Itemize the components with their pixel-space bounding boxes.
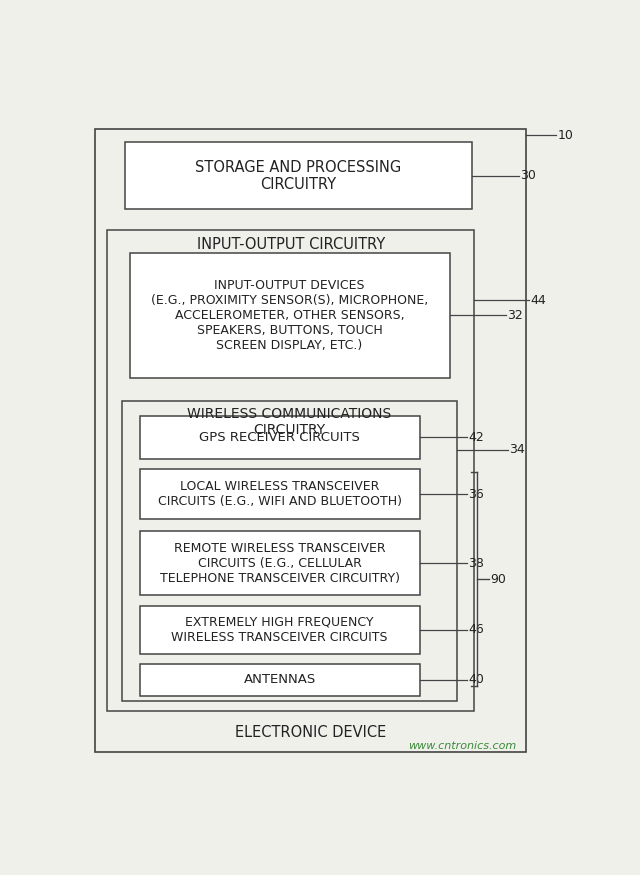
- Text: 40: 40: [468, 673, 484, 686]
- Text: 30: 30: [520, 169, 536, 182]
- Bar: [129, 253, 449, 378]
- Bar: [122, 402, 457, 701]
- Text: ELECTRONIC DEVICE: ELECTRONIC DEVICE: [235, 725, 387, 740]
- Text: 38: 38: [468, 556, 484, 570]
- Text: LOCAL WIRELESS TRANSCEIVER
CIRCUITS (E.G., WIFI AND BLUETOOTH): LOCAL WIRELESS TRANSCEIVER CIRCUITS (E.G…: [157, 480, 402, 508]
- Text: 10: 10: [557, 129, 573, 142]
- Bar: [140, 531, 420, 596]
- Bar: [108, 229, 474, 711]
- Text: INPUT-OUTPUT DEVICES
(E.G., PROXIMITY SENSOR(S), MICROPHONE,
ACCELEROMETER, OTHE: INPUT-OUTPUT DEVICES (E.G., PROXIMITY SE…: [151, 279, 428, 352]
- Text: EXTREMELY HIGH FREQUENCY
WIRELESS TRANSCEIVER CIRCUITS: EXTREMELY HIGH FREQUENCY WIRELESS TRANSC…: [172, 616, 388, 644]
- Text: STORAGE AND PROCESSING
CIRCUITRY: STORAGE AND PROCESSING CIRCUITRY: [195, 159, 401, 192]
- Bar: [140, 663, 420, 696]
- Text: 46: 46: [468, 623, 484, 636]
- Bar: [140, 606, 420, 654]
- Text: 42: 42: [468, 430, 484, 444]
- Text: 44: 44: [531, 294, 546, 307]
- Text: 32: 32: [507, 309, 523, 322]
- Text: 34: 34: [509, 444, 525, 457]
- Bar: [140, 416, 420, 459]
- Text: 90: 90: [491, 573, 507, 586]
- Text: ANTENNAS: ANTENNAS: [243, 673, 316, 686]
- Bar: [95, 129, 526, 752]
- Bar: [125, 142, 472, 209]
- Text: www.cntronics.com: www.cntronics.com: [408, 741, 516, 752]
- Bar: [140, 469, 420, 520]
- Text: INPUT-OUTPUT CIRCUITRY: INPUT-OUTPUT CIRCUITRY: [196, 237, 385, 252]
- Text: 36: 36: [468, 488, 484, 500]
- Text: GPS RECEIVER CIRCUITS: GPS RECEIVER CIRCUITS: [199, 431, 360, 444]
- Text: WIRELESS COMMUNICATIONS
CIRCUITRY: WIRELESS COMMUNICATIONS CIRCUITRY: [188, 407, 392, 437]
- Text: REMOTE WIRELESS TRANSCEIVER
CIRCUITS (E.G., CELLULAR
TELEPHONE TRANSCEIVER CIRCU: REMOTE WIRELESS TRANSCEIVER CIRCUITS (E.…: [159, 542, 399, 585]
